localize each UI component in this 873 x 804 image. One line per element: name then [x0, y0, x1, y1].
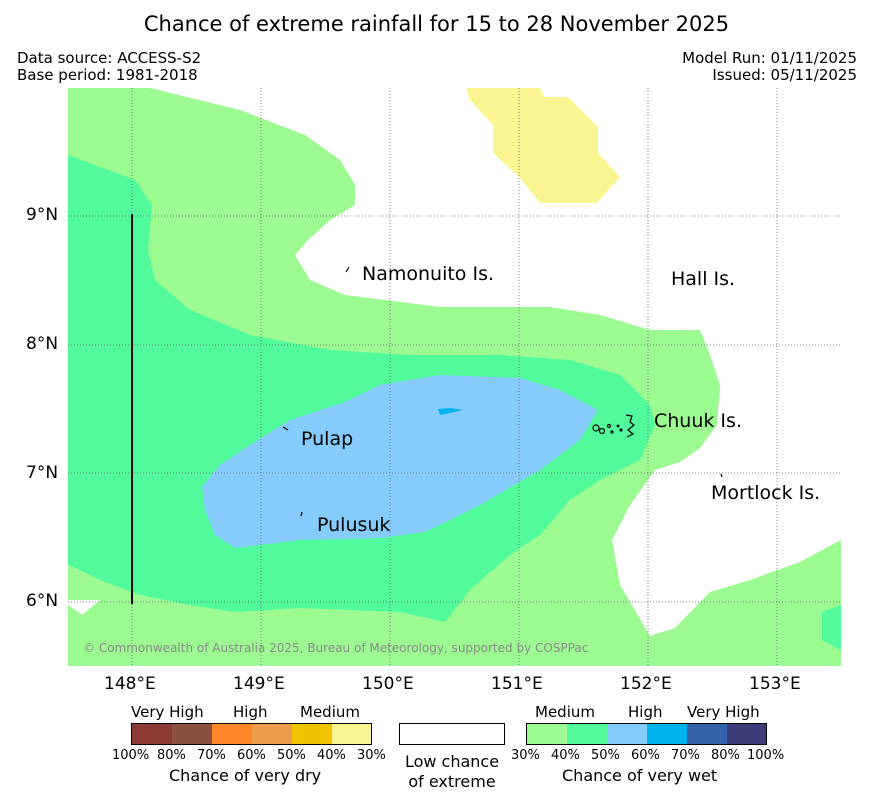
dry-category-label: Very High	[131, 703, 204, 721]
wet-percent-label: 40%	[551, 748, 580, 763]
wet-swatch-50-60	[607, 724, 647, 744]
wet-percent-label: 30%	[511, 748, 540, 763]
issued-text: Issued: 05/11/2025	[712, 66, 857, 84]
dry-swatch-70-60	[212, 724, 252, 744]
x-tick-label: 150°E	[362, 674, 414, 694]
dry-percent-label: 40%	[317, 748, 346, 763]
x-tick-label: 151°E	[491, 674, 543, 694]
wet-50-region	[202, 375, 598, 548]
wet-40-patch	[822, 605, 841, 650]
copyright-notice: © Commonwealth of Australia 2025, Bureau…	[83, 641, 589, 655]
pulusuk-island-icon	[300, 511, 303, 517]
y-tick-label: 7°N	[26, 463, 59, 483]
x-tick-label: 149°E	[233, 674, 285, 694]
y-tick-label: 8°N	[26, 334, 59, 354]
y-tick-label: 6°N	[26, 591, 59, 611]
base-period-text: Base period: 1981-2018	[17, 66, 198, 84]
wet-percent-label: 80%	[711, 748, 740, 763]
wet-60-fleck	[438, 408, 463, 415]
y-tick-label: 9°N	[26, 205, 59, 225]
low-chance-label-line2: of extreme	[408, 772, 496, 791]
dry-percent-label: 100%	[112, 748, 150, 763]
wet-category-label: Very High	[687, 703, 760, 721]
wet-percent-label: 100%	[747, 748, 785, 763]
wet-legend-title: Chance of very wet	[562, 766, 718, 785]
low-chance-swatch	[399, 723, 505, 745]
dry-swatch-40-30	[332, 724, 371, 744]
namonuito-island-icon	[345, 266, 350, 273]
island-outlines	[282, 266, 723, 517]
dry-percent-label: 80%	[157, 748, 186, 763]
x-tick-label: 148°E	[104, 674, 156, 694]
place-label-mortlock: Mortlock Is.	[711, 482, 821, 504]
dry-percent-label: 30%	[357, 748, 386, 763]
dry-medium-region	[466, 88, 620, 203]
low-chance-label-line1: Low chance	[404, 752, 500, 771]
x-tick-label: 153°E	[749, 674, 801, 694]
dry-swatch-50-40	[292, 724, 332, 744]
wet-colorbar	[526, 723, 767, 745]
data-source-text: Data source: ACCESS-S2	[17, 49, 202, 67]
dry-percent-label: 60%	[237, 748, 266, 763]
mortlock-island-icon	[720, 473, 723, 478]
wet-category-label: Medium	[535, 703, 595, 721]
x-tick-label: 152°E	[620, 674, 672, 694]
dry-swatch-100-80	[132, 724, 172, 744]
dry-swatch-80-70	[172, 724, 212, 744]
dry-category-label: High	[233, 703, 268, 721]
wet-swatch-70-80	[687, 724, 727, 744]
place-label-pulusuk: Pulusuk	[317, 514, 391, 536]
place-label-namonuito: Namonuito Is.	[362, 263, 495, 285]
dry-legend-title: Chance of very dry	[169, 766, 322, 785]
wet-category-label: High	[628, 703, 663, 721]
dry-swatch-60-50	[252, 724, 292, 744]
dry-percent-label: 50%	[277, 748, 306, 763]
dry-category-label: Medium	[300, 703, 360, 721]
wet-swatch-60-70	[647, 724, 687, 744]
dry-colorbar	[131, 723, 372, 745]
wet-percent-label: 70%	[671, 748, 700, 763]
pulap-island-icon	[282, 426, 289, 431]
low-chance-notch-left	[68, 600, 100, 615]
wet-swatch-80-100	[727, 724, 766, 744]
map-title: Chance of extreme rainfall for 15 to 28 …	[143, 12, 730, 36]
wet-swatch-40-50	[567, 724, 607, 744]
chuuk-lagoon-icon	[592, 414, 635, 438]
place-label-pulap: Pulap	[301, 428, 354, 450]
wet-percent-label: 50%	[591, 748, 620, 763]
wet-percent-label: 60%	[631, 748, 660, 763]
place-label-hall: Hall Is.	[671, 268, 736, 290]
rainfall-probability-shading	[68, 88, 841, 666]
dry-percent-label: 70%	[197, 748, 226, 763]
model-run-text: Model Run: 01/11/2025	[682, 49, 857, 67]
wet-swatch-30-40	[527, 724, 567, 744]
place-label-chuuk: Chuuk Is.	[654, 410, 742, 432]
